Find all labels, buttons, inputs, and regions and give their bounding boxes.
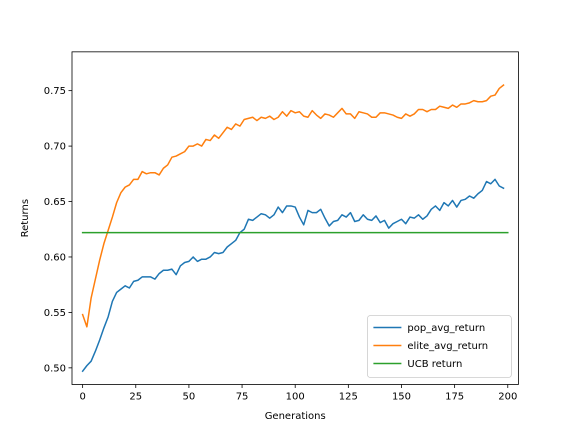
x-tick-label: 200 <box>498 391 517 402</box>
legend: pop_avg_return elite_avg_return UCB return <box>366 315 512 378</box>
legend-label: elite_avg_return <box>407 341 488 352</box>
y-tick-label: 0.50 <box>44 363 66 374</box>
x-tick-label: 150 <box>392 391 411 402</box>
y-tick-label: 0.70 <box>44 142 66 153</box>
y-axis-label: Returns <box>20 199 31 237</box>
x-tick-label: 75 <box>236 391 249 402</box>
legend-label: pop_avg_return <box>407 323 485 334</box>
x-tick-label: 25 <box>129 391 142 402</box>
y-tick-label: 0.65 <box>44 197 66 208</box>
x-tick-label: 50 <box>183 391 196 402</box>
x-tick-label: 175 <box>445 391 464 402</box>
x-axis-label: Generations <box>265 411 326 422</box>
x-axis: 0 25 50 75 100 125 150 175 200 <box>79 384 517 402</box>
y-tick-label: 0.55 <box>44 308 66 319</box>
legend-label: UCB return <box>407 359 462 370</box>
plot-area <box>71 51 519 385</box>
y-tick-label: 0.60 <box>44 252 66 263</box>
series-line-pop-avg-return <box>81 178 505 373</box>
legend-box <box>366 315 512 378</box>
x-tick-label: 0 <box>79 391 85 402</box>
series-line-elite-avg-return <box>81 84 505 328</box>
x-tick-label: 100 <box>286 391 305 402</box>
y-axis: 0.50 0.55 0.60 0.65 0.70 0.75 <box>44 86 72 374</box>
series-layer <box>81 84 509 373</box>
y-tick-label: 0.75 <box>44 86 66 97</box>
x-tick-label: 125 <box>339 391 358 402</box>
